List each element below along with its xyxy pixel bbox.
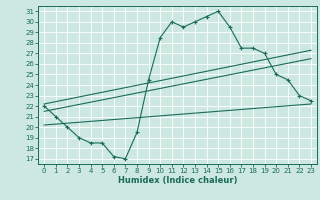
X-axis label: Humidex (Indice chaleur): Humidex (Indice chaleur) — [118, 176, 237, 185]
